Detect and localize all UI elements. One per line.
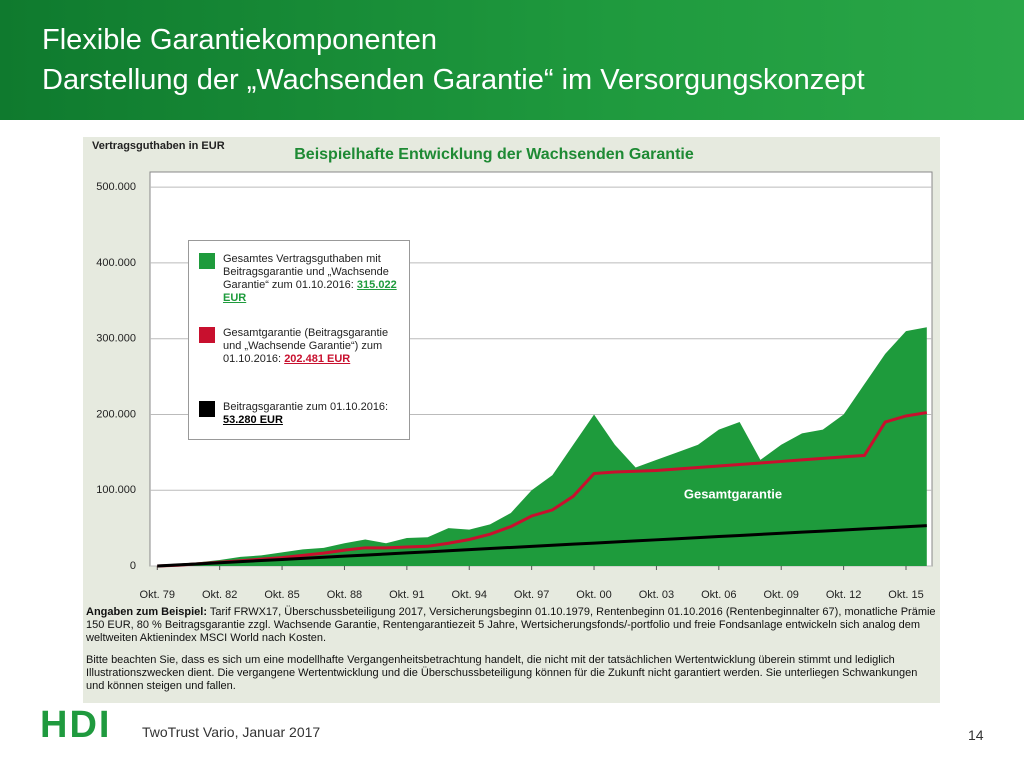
y-tick-label: 300.000 bbox=[96, 333, 136, 345]
legend-swatch bbox=[199, 401, 215, 417]
chart-title: Beispielhafte Entwicklung der Wachsenden… bbox=[294, 146, 694, 163]
x-tick-label: Okt. 03 bbox=[639, 589, 674, 601]
subtitle: Darstellung der „Wachsenden Garantie“ im… bbox=[42, 64, 865, 96]
legend-entry: Gesamtgarantie (Beitragsgarantie und „Wa… bbox=[223, 327, 403, 366]
x-tick-label: Okt. 91 bbox=[389, 589, 424, 601]
y-tick-label: 0 bbox=[130, 560, 136, 572]
y-tick-label: 100.000 bbox=[96, 484, 136, 496]
legend-label: Gesamtes Vertragsguthaben mit Beitragsga… bbox=[223, 253, 389, 291]
legend-swatch bbox=[199, 253, 215, 269]
title: Flexible Garantiekomponenten bbox=[42, 24, 437, 56]
x-tick-label: Okt. 06 bbox=[701, 589, 736, 601]
line bbox=[157, 411, 928, 568]
legend-label: Beitragsgarantie zum 01.10.2016: bbox=[223, 401, 389, 413]
legend-label: Gesamtgarantie (Beitragsgarantie und „Wa… bbox=[223, 327, 389, 365]
x-tick-label: Okt. 00 bbox=[576, 589, 611, 601]
line bbox=[157, 524, 927, 568]
legend-swatch bbox=[199, 327, 215, 343]
x-tick-label: Okt. 15 bbox=[888, 589, 923, 601]
end-label: 315.022 EUR bbox=[223, 279, 397, 304]
x-tick-label: Okt. 12 bbox=[826, 589, 861, 601]
y-tick-label: 400.000 bbox=[96, 257, 136, 269]
y-tick-label: 200.000 bbox=[96, 408, 136, 420]
x-tick-label: Okt. 09 bbox=[763, 589, 798, 601]
notes-details: Tarif FRWX17, Überschussbeteiligung 2017… bbox=[86, 606, 936, 644]
header: Flexible Garantiekomponenten Darstellung… bbox=[0, 0, 1024, 120]
logo: HDI bbox=[40, 704, 112, 746]
footer-text: TwoTrust Vario, Januar 2017 bbox=[142, 724, 321, 740]
x-tick-label: Okt. 94 bbox=[452, 589, 487, 601]
x-tick-label: Okt. 88 bbox=[327, 589, 362, 601]
details: Angaben zum Beispiel: Tarif FRWX17, Über… bbox=[86, 606, 936, 645]
disclaimer: Bitte beachten Sie, dass es sich um eine… bbox=[86, 654, 918, 692]
legend-entry: Gesamtes Vertragsguthaben mit Beitragsga… bbox=[223, 253, 403, 305]
area bbox=[157, 327, 927, 566]
notes: Angaben zum Beispiel: Tarif FRWX17, Über… bbox=[86, 606, 936, 702]
page-number: 14 bbox=[968, 727, 984, 743]
end-label: 53.280 EUR bbox=[223, 414, 283, 426]
end-label: 202.481 EUR bbox=[284, 353, 351, 365]
legend-entry: Beitragsgarantie zum 01.10.2016: 53.280 … bbox=[223, 401, 403, 427]
x-tick-label: Okt. 85 bbox=[264, 589, 299, 601]
legend: Gesamtes Vertragsguthaben mit Beitragsga… bbox=[188, 240, 410, 440]
y-tick-label: 500.000 bbox=[96, 181, 136, 193]
x-tick-label: Okt. 79 bbox=[140, 589, 175, 601]
x-tick-label: Okt. 97 bbox=[514, 589, 549, 601]
notes-lead: Angaben zum Beispiel: bbox=[86, 606, 208, 618]
x-tick-label: Okt. 82 bbox=[202, 589, 237, 601]
annotation: Gesamtgarantie bbox=[684, 486, 782, 501]
y-axis-label: Vertragsguthaben in EUR bbox=[92, 140, 225, 152]
